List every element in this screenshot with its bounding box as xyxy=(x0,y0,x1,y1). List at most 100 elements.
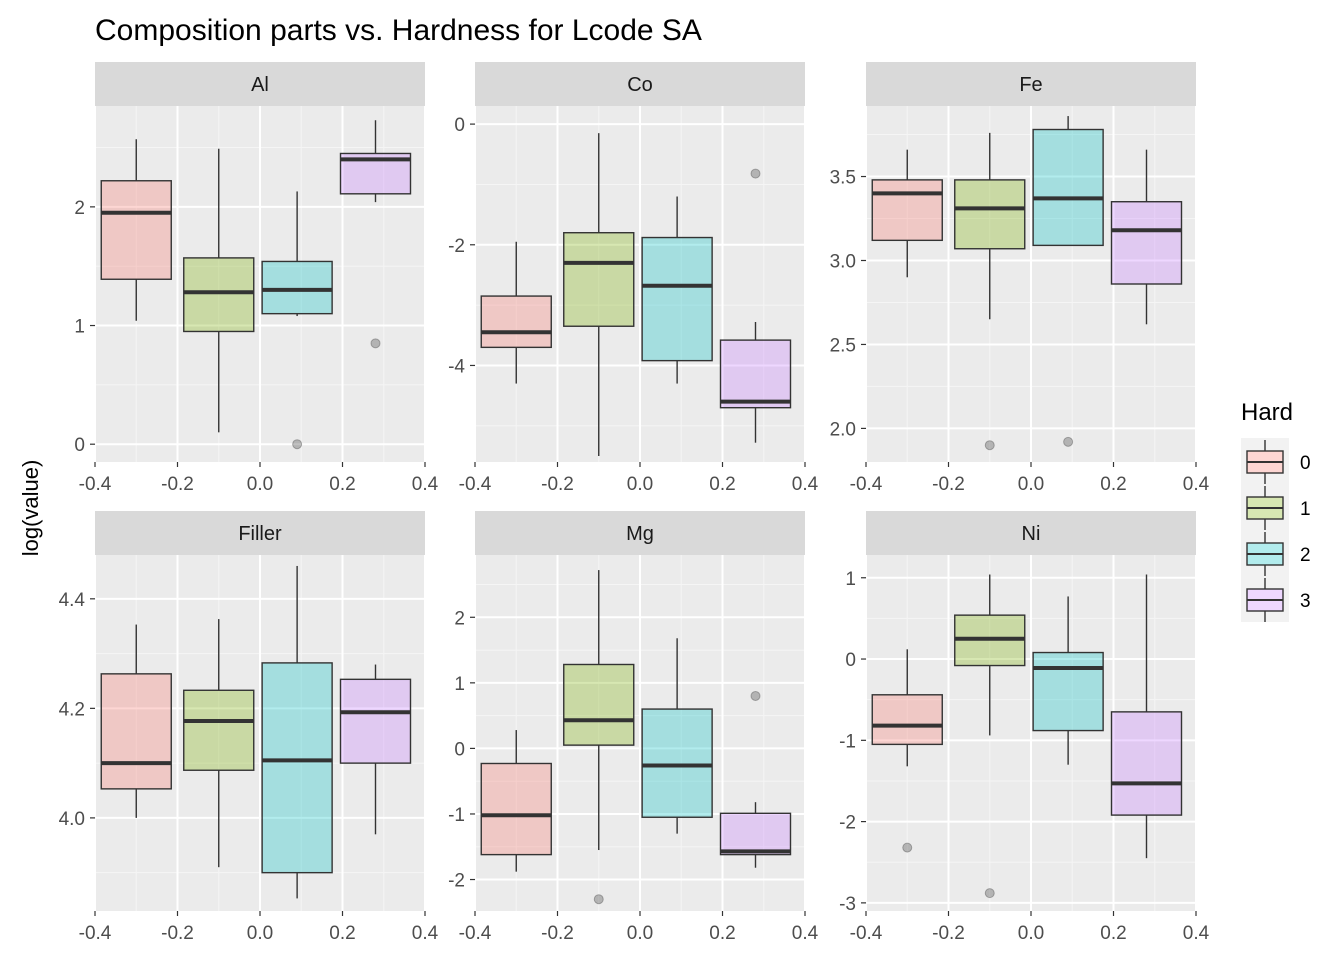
y-tick-label: 3.5 xyxy=(830,168,856,189)
outlier-point xyxy=(593,894,604,905)
y-tick-label: -3 xyxy=(839,894,856,915)
x-tick-label: 0.4 xyxy=(1183,474,1210,495)
x-tick-label: 0.2 xyxy=(1100,923,1126,944)
facet-strip xyxy=(866,62,1196,106)
iqr-box xyxy=(563,663,635,746)
iqr-box xyxy=(261,662,333,874)
y-tick-label: 4.0 xyxy=(59,809,85,830)
iqr-box xyxy=(480,762,552,856)
outlier-point xyxy=(750,690,761,701)
x-tick-label: 0.4 xyxy=(412,474,439,495)
y-tick-label: -1 xyxy=(448,805,465,826)
x-tick-label: -0.2 xyxy=(161,474,194,495)
facet-panel-filler: Filler -0.4 -0.2 0.0 0.2 0.4 4.0 4.2 4.4 xyxy=(59,511,439,944)
x-tick-label: 0.2 xyxy=(329,923,355,944)
outlier-point xyxy=(292,439,303,450)
y-tick-label: 2.5 xyxy=(830,335,856,356)
box-hard-3 xyxy=(339,120,412,349)
facet-strip-label: Filler xyxy=(238,523,282,545)
x-tick-label: -0.4 xyxy=(79,474,112,495)
box-hard-3 xyxy=(339,664,412,835)
x-tick-label: 0.2 xyxy=(709,923,735,944)
x-tick-label: -0.4 xyxy=(459,923,492,944)
legend: Hard 0 1 2 3 xyxy=(1241,399,1311,622)
facet-panel-ni: Ni -0.4 -0.2 0.0 0.2 0.4 -3 -2 -1 0 1 xyxy=(839,511,1210,944)
x-tick-label: 0.2 xyxy=(709,474,735,495)
y-tick-label: 1 xyxy=(845,569,856,590)
facet-panel-mg: Mg -0.4 -0.2 0.0 0.2 0.4 -2 -1 0 1 2 xyxy=(448,511,819,944)
x-tick-label: 0.4 xyxy=(1183,923,1210,944)
y-tick-label: 3.0 xyxy=(830,251,856,272)
box-hard-1 xyxy=(954,132,1026,451)
legend-label: 1 xyxy=(1300,499,1311,520)
y-tick-label: 1 xyxy=(74,317,85,338)
facet-strip-label: Co xyxy=(627,74,653,96)
facet-strip-label: Ni xyxy=(1022,523,1041,545)
x-tick-label: -0.4 xyxy=(850,923,883,944)
x-tick-label: 0.0 xyxy=(247,474,273,495)
outlier-point xyxy=(984,888,995,899)
y-tick-label: 4.4 xyxy=(59,590,86,611)
legend-entry-3: 3 xyxy=(1246,578,1311,622)
y-tick-label: 0 xyxy=(454,115,465,136)
facet-strip xyxy=(866,511,1196,555)
iqr-box xyxy=(719,812,792,856)
x-tick-label: 0.0 xyxy=(1018,474,1044,495)
x-tick-label: -0.2 xyxy=(541,474,574,495)
outlier-point xyxy=(984,440,995,451)
iqr-box xyxy=(339,678,412,764)
legend-label: 2 xyxy=(1300,545,1311,566)
y-tick-label: -2 xyxy=(839,813,856,834)
box-hard-0 xyxy=(480,730,552,872)
box-hard-1 xyxy=(563,133,635,456)
y-tick-label: 1 xyxy=(454,674,465,695)
iqr-box xyxy=(480,295,552,349)
box-hard-3 xyxy=(1110,149,1183,325)
legend-entry-0: 0 xyxy=(1246,440,1311,484)
chart-title: Composition parts vs. Hardness for Lcode… xyxy=(95,14,702,47)
y-tick-label: 2 xyxy=(454,608,465,629)
box-hard-2 xyxy=(261,191,333,450)
box-hard-2 xyxy=(1032,596,1104,765)
iqr-box xyxy=(871,179,943,242)
box-hard-0 xyxy=(871,149,943,278)
y-tick-label: 0 xyxy=(74,435,85,456)
y-tick-label: 2.0 xyxy=(830,419,856,440)
facet-panels: Al -0.4 -0.2 0.0 0.2 0.4 0 1 2 Co -0.4 -0.2 0.0 0.2 0.… xyxy=(59,62,1210,944)
x-tick-label: -0.2 xyxy=(541,923,574,944)
iqr-box xyxy=(954,179,1026,250)
y-tick-label: -4 xyxy=(448,356,465,377)
box-hard-3 xyxy=(719,690,792,868)
box-hard-1 xyxy=(954,574,1026,899)
y-tick-label: -2 xyxy=(448,871,465,892)
y-tick-label: -2 xyxy=(448,236,465,257)
box-hard-3 xyxy=(1110,574,1183,859)
iqr-box xyxy=(641,236,713,362)
iqr-box xyxy=(100,673,172,790)
box-hard-1 xyxy=(563,570,635,905)
x-tick-label: -0.2 xyxy=(932,474,965,495)
x-tick-label: 0.4 xyxy=(792,474,819,495)
outlier-point xyxy=(902,842,913,853)
facet-panel-fe: Fe -0.4 -0.2 0.0 0.2 0.4 2.0 2.5 3.0 3.5 xyxy=(830,62,1210,495)
y-tick-label: 0 xyxy=(454,739,465,760)
legend-label: 3 xyxy=(1300,591,1311,612)
x-tick-label: -0.4 xyxy=(459,474,492,495)
x-tick-label: 0.0 xyxy=(627,923,653,944)
y-axis-title: log(value) xyxy=(18,460,43,557)
iqr-box xyxy=(183,689,255,771)
box-hard-0 xyxy=(871,649,943,853)
facet-strip-label: Al xyxy=(251,74,269,96)
legend-label: 0 xyxy=(1300,453,1311,474)
outlier-point xyxy=(1063,436,1074,447)
iqr-box xyxy=(1110,711,1183,816)
outlier-point xyxy=(370,338,381,349)
x-tick-label: 0.0 xyxy=(627,474,653,495)
y-tick-label: -1 xyxy=(839,731,856,752)
y-tick-label: 4.2 xyxy=(59,699,85,720)
iqr-box xyxy=(261,260,333,315)
iqr-box xyxy=(641,708,713,818)
facet-strip-label: Fe xyxy=(1019,74,1042,96)
iqr-box xyxy=(871,694,943,746)
